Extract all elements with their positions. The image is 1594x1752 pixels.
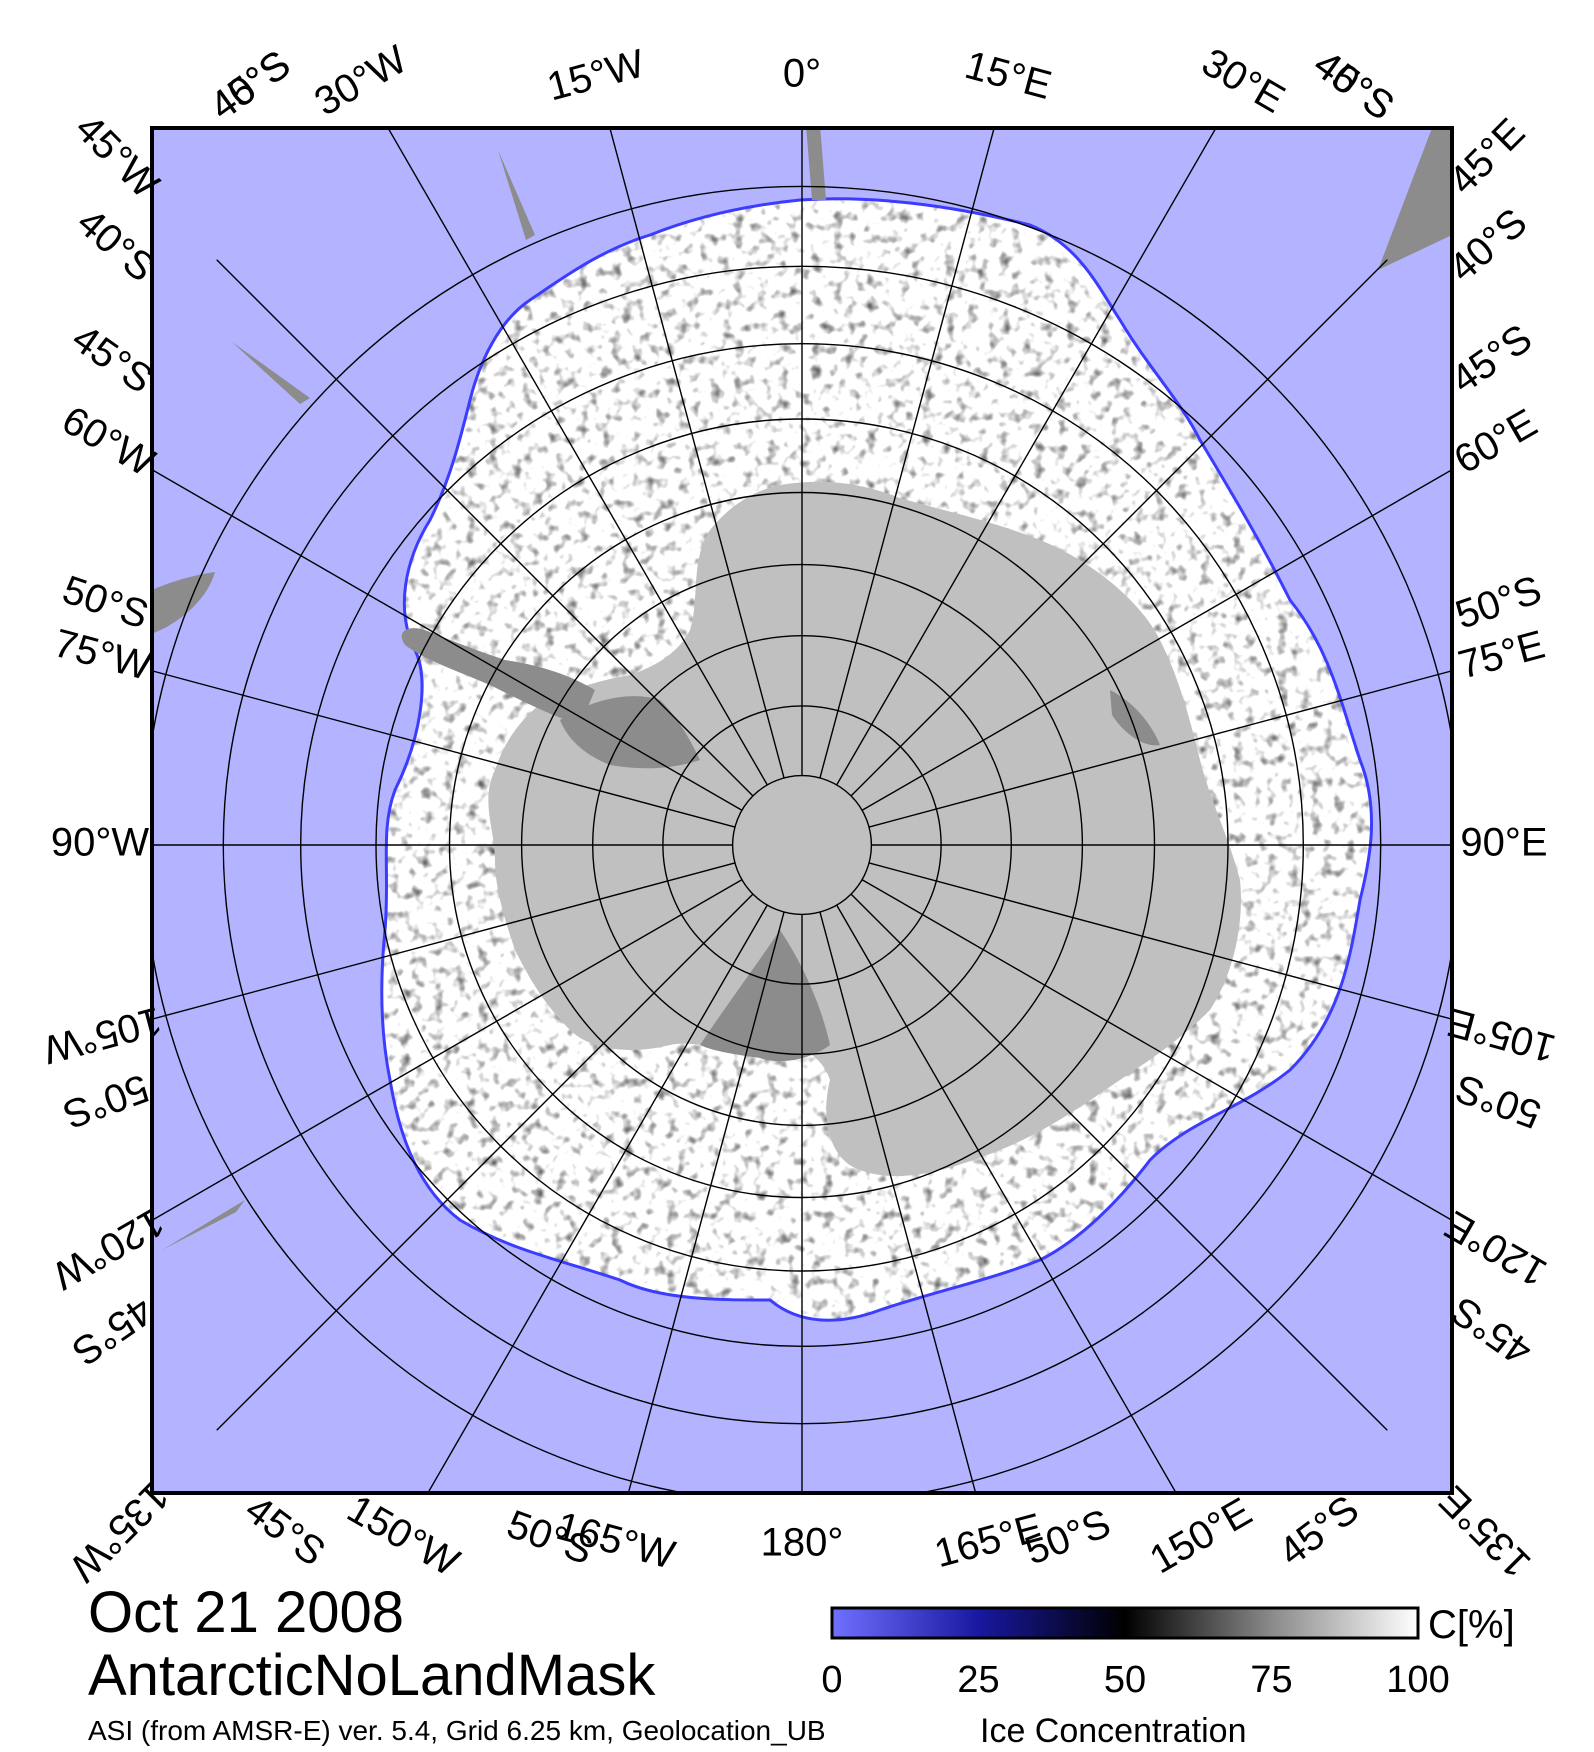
ross-ice-shelf <box>700 930 830 1062</box>
meridian-label: 180° <box>761 1521 844 1565</box>
amery-ice-shelf <box>1110 690 1160 746</box>
latitude-label: 45°S <box>237 1487 333 1575</box>
meridian-label: 30°W <box>307 37 414 124</box>
meridian-line <box>819 911 977 1493</box>
colorbar-tick-label: 50 <box>1104 1659 1146 1701</box>
island-north-2 <box>806 128 826 200</box>
latitude-label: 40°S <box>1306 42 1402 129</box>
ronne-ice-shelf <box>560 696 700 769</box>
meridian-label: 60°E <box>1447 401 1544 483</box>
colorbar-tick-label: 25 <box>957 1659 999 1701</box>
map-product-name: AntarcticNoLandMask <box>88 1643 656 1708</box>
map-frame <box>150 126 1454 1495</box>
island-west <box>232 342 310 404</box>
island-southwest <box>162 1200 245 1250</box>
meridian-line <box>861 879 1452 1222</box>
meridian-line <box>627 911 785 1493</box>
colorbar-gradient <box>830 1606 1420 1640</box>
graticule <box>152 128 1452 1493</box>
ice-edge-outline <box>380 197 1373 1322</box>
meridian-label: 105°E <box>1443 1000 1560 1071</box>
meridian-line <box>152 468 743 811</box>
latitude-label: 40°S <box>69 200 164 290</box>
colorbar-tick-label: 100 <box>1386 1659 1449 1701</box>
latitude-label: 45°S <box>202 42 298 129</box>
new-zealand-region <box>1378 128 1452 270</box>
meridian-line <box>836 128 1217 786</box>
meridian-line <box>216 259 754 797</box>
meridian-line <box>868 670 1452 828</box>
latitude-label: 45°S <box>64 1288 161 1374</box>
meridian-label: 15°W <box>543 41 650 109</box>
meridian-line <box>868 862 1452 1020</box>
latitude-label: 45°S <box>1443 316 1540 402</box>
colorbar: C[%] 0 25 50 75 100 Ice Concentration <box>821 1603 1514 1750</box>
latitude-label: 50°S <box>1450 1065 1547 1136</box>
meridian-line <box>850 259 1388 797</box>
antarctic-peninsula <box>401 628 595 725</box>
meridian-label: 135°E <box>1431 1477 1539 1585</box>
meridian-line <box>427 904 768 1493</box>
meridian-line <box>836 904 1177 1493</box>
meridian-label: 15°E <box>960 43 1056 108</box>
map-date: Oct 21 2008 <box>88 1580 404 1645</box>
meridian-label: 135°W <box>61 1473 177 1589</box>
meridian-line <box>819 128 995 779</box>
latitude-label: 45°S <box>1271 1487 1367 1575</box>
map-source-line: ASI (from AMSR-E) ver. 5.4, Grid 6.25 km… <box>88 1715 826 1746</box>
meridian-label: 105°W <box>38 998 166 1072</box>
meridian-label: 90°E <box>1460 821 1547 865</box>
meridian-label: 30°E <box>1194 40 1291 122</box>
meridian-line <box>609 128 785 779</box>
latitude-label: 45°S <box>1443 1288 1540 1374</box>
colorbar-tick-label: 0 <box>821 1659 842 1701</box>
meridian-line <box>850 893 1388 1431</box>
meridian-line <box>152 879 743 1222</box>
colorbar-ticks: 0 25 50 75 100 <box>821 1659 1449 1701</box>
colorbar-tick-label: 75 <box>1250 1659 1292 1701</box>
island-north-1 <box>498 150 535 240</box>
meridian-line <box>152 670 736 828</box>
latitude-circle <box>731 774 873 916</box>
latitude-label: 50°S <box>57 1065 154 1136</box>
meridian-line <box>216 893 754 1431</box>
latitude-label: 40°S <box>1441 200 1536 290</box>
meridian-line <box>387 128 768 786</box>
meridian-line <box>861 468 1452 811</box>
meridian-label: 150°W <box>340 1487 467 1585</box>
meridian-label: 60°W <box>55 398 162 485</box>
meridian-line <box>152 862 736 1020</box>
colorbar-unit: C[%] <box>1428 1603 1515 1647</box>
latitude-label: 45°S <box>64 316 161 402</box>
meridian-label: 90°W <box>51 821 149 865</box>
colorbar-variable-label: Ice Concentration <box>980 1712 1247 1750</box>
meridian-label: 45°E <box>1441 110 1534 203</box>
south-america-tip <box>152 572 215 634</box>
meridian-label: 0° <box>783 52 821 96</box>
map-panel <box>152 128 1452 1493</box>
meridian-label: 150°E <box>1143 1489 1260 1582</box>
meridian-label: 120°E <box>1437 1202 1554 1295</box>
antarctica-landmass <box>488 481 1241 1177</box>
